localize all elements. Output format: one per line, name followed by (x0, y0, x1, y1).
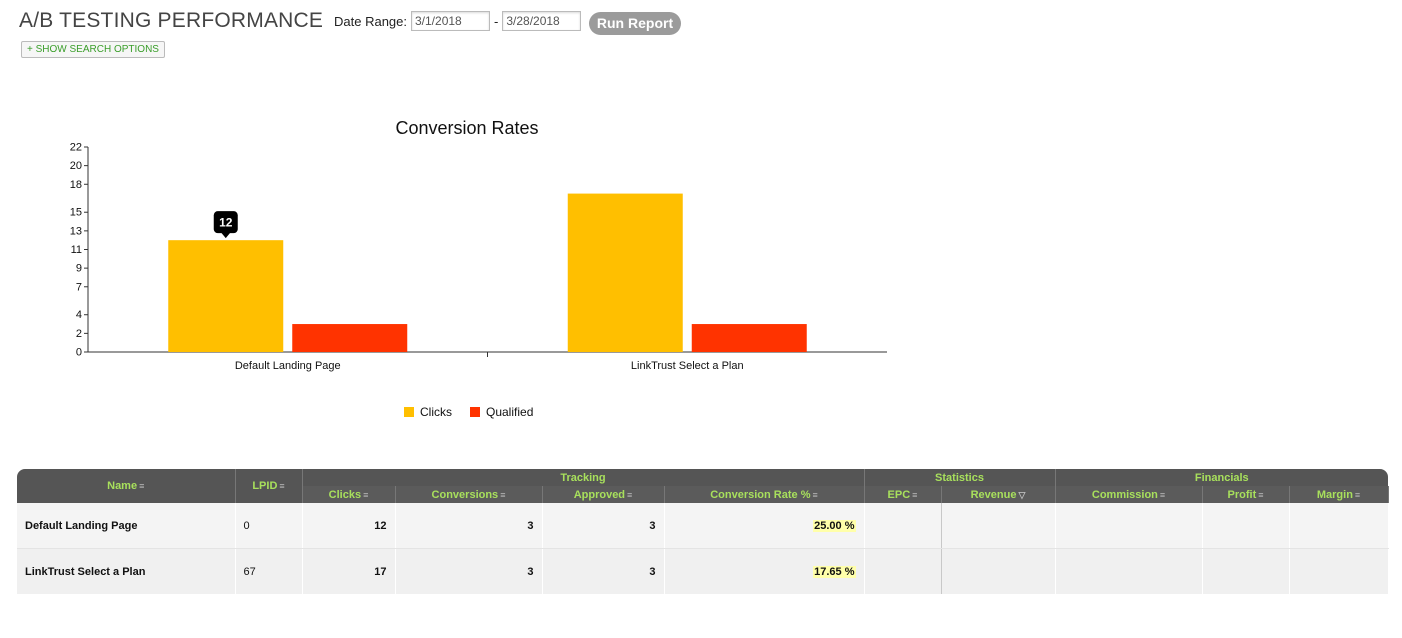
y-tick-label: 20 (70, 160, 82, 172)
y-tick-label: 2 (76, 328, 82, 340)
tooltip-pointer (220, 232, 231, 239)
sort-icon[interactable]: ≡ (1159, 489, 1166, 500)
start-date-input[interactable] (411, 11, 490, 31)
date-range-label: Date Range: (334, 13, 407, 29)
cell-epc (864, 548, 942, 594)
cell-profit (1202, 503, 1290, 549)
y-tick-label: 4 (76, 309, 82, 321)
sort-icon[interactable]: ≡ (500, 489, 506, 500)
y-tick-label: 11 (71, 244, 82, 256)
legend-label-clicks: Clicks (420, 405, 452, 419)
sort-icon[interactable]: ≡ (139, 481, 145, 491)
legend-swatch-qualified (470, 407, 480, 417)
col-header-conversion-rate[interactable]: Conversion Rate % ≡ (664, 486, 865, 503)
conversion-rate-value: 17.65 % (813, 565, 856, 578)
sort-icon[interactable]: ≡ (812, 489, 818, 500)
col-header-conversions[interactable]: Conversions ≡ (395, 486, 543, 503)
col-header-commission[interactable]: Commission ≡ (1055, 486, 1203, 503)
legend-label-qualified: Qualified (486, 405, 534, 419)
bar-qualified-2 (691, 324, 807, 352)
group-header-financials: Financials (1055, 469, 1389, 486)
cell-margin (1289, 548, 1389, 594)
col-header-margin[interactable]: Margin ≡ (1289, 486, 1389, 503)
date-range: Date Range: - (334, 11, 582, 31)
y-tick-label: 0 (76, 347, 82, 359)
cell-name: LinkTrust Select a Plan (17, 548, 236, 594)
group-header-statistics: Statistics (864, 469, 1056, 486)
cell-conversion-rate: 17.65 % (664, 548, 865, 594)
sort-icon[interactable]: ≡ (363, 489, 369, 500)
conversion-rates-chart: Conversion Rates 0 2 4 7 9 11 13 15 18 20 22 Defaul… (70, 118, 887, 372)
col-header-clicks[interactable]: Clicks ≡ (302, 486, 396, 503)
cell-revenue (941, 548, 1056, 594)
col-header-revenue[interactable]: Revenue ▽ (941, 486, 1056, 503)
chart-title: Conversion Rates (395, 118, 538, 138)
sort-icon[interactable]: ≡ (627, 489, 633, 500)
sort-icon[interactable]: ≡ (912, 489, 918, 500)
x-tick-label: LinkTrust Select a Plan (631, 360, 744, 372)
y-tick-label: 7 (76, 281, 82, 293)
col-header-epc[interactable]: EPC ≡ (864, 486, 942, 503)
cell-clicks: 12 (302, 503, 396, 549)
col-header-name[interactable]: Name ≡ (17, 469, 236, 503)
legend-item-qualified[interactable]: Qualified (470, 405, 533, 419)
ab-testing-table: Name ≡ LPID ≡ Tracking Statistics Financia… (17, 469, 1389, 594)
conversion-rate-value: 25.00 % (813, 519, 856, 532)
cell-commission (1055, 503, 1203, 549)
cell-revenue (941, 503, 1056, 549)
col-header-lpid[interactable]: LPID ≡ (235, 469, 303, 503)
y-tick-label: 15 (70, 207, 82, 219)
sort-icon[interactable]: ≡ (1354, 489, 1361, 500)
bar-clicks-2 (567, 193, 683, 352)
cell-conversions: 3 (395, 503, 543, 549)
bar-qualified-1 (292, 324, 408, 352)
col-header-profit[interactable]: Profit ≡ (1202, 486, 1290, 503)
y-tick-label: 22 (70, 142, 82, 154)
show-search-options-button[interactable]: + SHOW SEARCH OPTIONS (21, 41, 165, 58)
cell-lpid: 67 (235, 548, 303, 594)
legend-item-clicks[interactable]: Clicks (404, 405, 452, 419)
legend-swatch-clicks (404, 407, 414, 417)
cell-epc (864, 503, 942, 549)
cell-approved: 3 (542, 548, 665, 594)
col-header-approved[interactable]: Approved ≡ (542, 486, 665, 503)
end-date-input[interactable] (502, 11, 582, 31)
y-tick-label: 13 (70, 225, 82, 237)
cell-lpid: 0 (235, 503, 303, 549)
cell-conversion-rate: 25.00 % (664, 503, 865, 549)
sort-icon[interactable]: ≡ (1258, 489, 1264, 500)
bar-clicks-1 (168, 240, 284, 352)
y-tick-label: 18 (70, 179, 82, 191)
page-title: A/B TESTING PERFORMANCE (19, 9, 324, 32)
table-row[interactable]: Default Landing Page 0 12 3 3 25.00 % (17, 503, 1389, 549)
cell-name: Default Landing Page (17, 503, 236, 549)
tooltip-box (213, 211, 238, 234)
sort-icon[interactable]: ≡ (279, 481, 285, 491)
cell-margin (1289, 503, 1389, 549)
cell-profit (1202, 548, 1290, 594)
cell-conversions: 3 (395, 548, 543, 594)
chart-legend: Clicks Qualified (404, 405, 551, 419)
table-row[interactable]: LinkTrust Select a Plan 67 17 3 3 17.65 … (17, 548, 1389, 594)
date-separator: - (494, 13, 499, 29)
tooltip-value: 12 (219, 216, 233, 230)
sort-desc-icon[interactable]: ▽ (1018, 489, 1026, 500)
run-report-button[interactable]: Run Report (589, 12, 681, 35)
cell-approved: 3 (542, 503, 665, 549)
cell-clicks: 17 (302, 548, 396, 594)
group-header-tracking: Tracking (302, 469, 865, 486)
x-tick-label: Default Landing Page (235, 360, 341, 372)
y-tick-label: 9 (76, 263, 82, 275)
cell-commission (1055, 548, 1203, 594)
